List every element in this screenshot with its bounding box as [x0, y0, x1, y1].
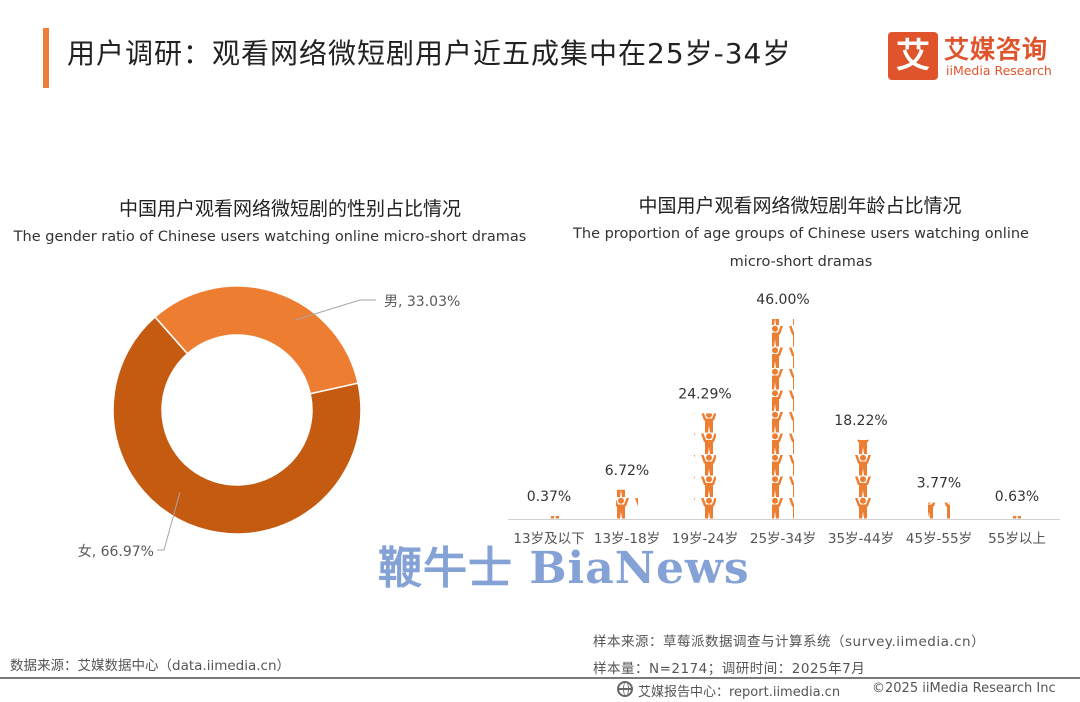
page-title: 用户调研：观看网络微短剧用户近五成集中在25岁-34岁	[67, 37, 792, 70]
donut-slice-1	[112, 315, 362, 535]
age-category-label-2: 19岁-24岁	[672, 531, 738, 547]
age-chart-title-cn: 中国用户观看网络微短剧年龄占比情况	[638, 195, 962, 217]
data-source-note: 数据来源：艾媒数据中心（data.iimedia.cn）	[10, 658, 291, 674]
gender-chart-title-en: The gender ratio of Chinese users watchi…	[13, 229, 527, 245]
age-bar-2	[694, 413, 716, 519]
age-category-label-5: 45岁-55岁	[906, 531, 972, 547]
donut-leader-line-0	[294, 299, 376, 321]
age-bar-1	[616, 489, 638, 519]
donut-slice-0	[153, 285, 359, 395]
globe-icon	[617, 681, 633, 697]
donut-label-0: 男, 33.03%	[384, 294, 460, 310]
donut-leader-line-1	[157, 491, 181, 551]
age-bar-value-5: 3.77%	[917, 476, 961, 492]
age-bar-4	[850, 439, 872, 519]
age-bar-value-2: 24.29%	[678, 386, 731, 402]
age-category-label-6: 55岁以上	[988, 531, 1046, 547]
age-category-label-1: 13岁-18岁	[594, 531, 660, 547]
age-bar-3	[772, 319, 794, 519]
sample-source-note: 样本来源：草莓派数据调查与计算系统（survey.iimedia.cn）	[593, 634, 986, 650]
logo-cn-text: 艾媒咨询	[944, 35, 1049, 64]
age-category-label-3: 25岁-34岁	[750, 531, 816, 547]
logo-mark: 艾	[888, 32, 938, 80]
age-bar-value-6: 0.63%	[995, 489, 1039, 505]
age-category-label-4: 35岁-44岁	[828, 531, 894, 547]
gender-donut-chart: 男, 33.03% 女, 66.97%	[78, 285, 460, 560]
footer-divider	[0, 677, 1080, 679]
copyright-text: ©2025 iiMedia Research Inc	[872, 681, 1056, 696]
sample-size-note: 样本量：N=2174；调研时间：2025年7月	[593, 661, 866, 677]
bianews-watermark: 鞭牛士 BiaNews	[378, 543, 750, 594]
age-bar-value-3: 46.00%	[756, 292, 809, 308]
title-accent-bar	[43, 28, 49, 88]
age-category-label-0: 13岁及以下	[513, 531, 584, 547]
iimedia-logo: 艾 艾媒咨询 iiMedia Research	[888, 32, 1068, 82]
age-bar-6	[1006, 516, 1028, 519]
age-chart-title-en: The proportion of age groups of Chinese …	[573, 226, 1029, 270]
age-bar-value-0: 0.37%	[527, 489, 571, 505]
age-bar-0	[538, 516, 560, 519]
report-center-link[interactable]: 艾媒报告中心：report.iimedia.cn	[638, 685, 841, 700]
age-bar-value-4: 18.22%	[834, 413, 887, 429]
age-pictograph-chart: 0.37% 13岁及以下 6.72% 13岁-18岁 24.29% 19岁-24岁 46.0…	[508, 292, 1060, 547]
age-bar-value-1: 6.72%	[605, 463, 649, 479]
donut-label-1: 女, 66.97%	[78, 543, 154, 560]
gender-chart-title-cn: 中国用户观看网络微短剧的性别占比情况	[118, 198, 461, 220]
age-bar-5	[928, 502, 950, 519]
logo-en-text: iiMedia Research	[946, 63, 1052, 78]
